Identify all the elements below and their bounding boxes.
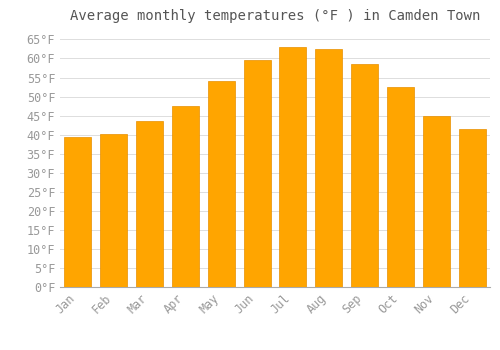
- Bar: [100, 133, 127, 287]
- Bar: [387, 87, 414, 287]
- Bar: [351, 64, 378, 287]
- Bar: [172, 106, 199, 287]
- Title: Average monthly temperatures (°F ) in Camden Town: Average monthly temperatures (°F ) in Ca…: [70, 9, 480, 23]
- Bar: [64, 136, 92, 287]
- Bar: [458, 129, 485, 287]
- Bar: [208, 81, 234, 287]
- Bar: [423, 116, 450, 287]
- Bar: [316, 49, 342, 287]
- Bar: [280, 47, 306, 287]
- Bar: [244, 60, 270, 287]
- Bar: [136, 120, 163, 287]
